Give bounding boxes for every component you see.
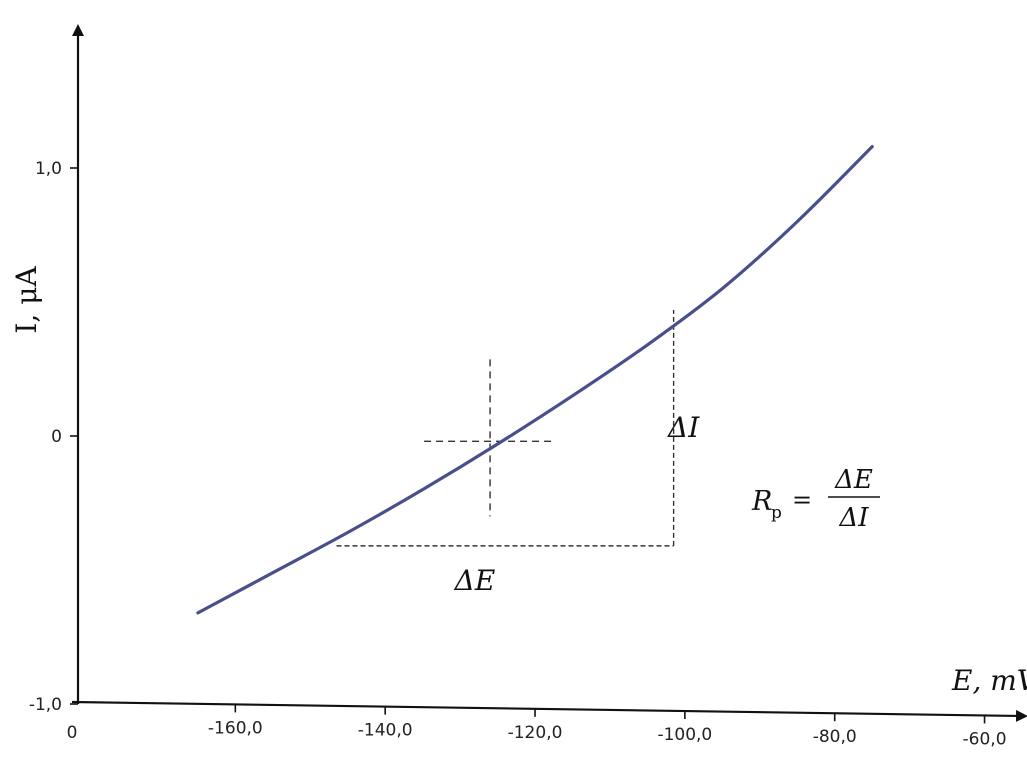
formula-denominator: ΔI — [838, 503, 869, 533]
x-ticks: -160,0 -140,0 -120,0 -100,0 -80,0 -60,0 — [208, 704, 1007, 749]
y-tick-label: -1,0 — [29, 695, 62, 715]
x-tick-label: -60,0 — [963, 729, 1007, 749]
annotations — [336, 310, 675, 547]
x-tick-label: -120,0 — [508, 723, 563, 743]
x-tick-label: -160,0 — [208, 718, 263, 738]
delta-e-label: ΔE — [454, 564, 496, 597]
series-group — [196, 145, 874, 615]
y-axis-title: I, μA — [10, 266, 43, 334]
formula-subscript: p — [771, 503, 782, 523]
x-tick-label: -100,0 — [657, 725, 712, 745]
formula-equals: = — [792, 486, 812, 514]
x-tick-label: -140,0 — [358, 721, 413, 741]
y-ticks: 1,0 0 -1,0 — [29, 159, 78, 715]
x-origin-label: 0 — [67, 723, 78, 743]
x-tick-label: -80,0 — [813, 727, 857, 747]
polarization-curve — [196, 145, 874, 615]
x-axis-title: E, mV — [951, 664, 1027, 697]
delta-i-label: ΔI — [667, 411, 700, 444]
y-tick-label: 0 — [51, 427, 62, 447]
formula-numerator: ΔE — [834, 465, 873, 495]
y-tick-label: 1,0 — [35, 159, 62, 179]
x-axis — [71, 700, 1027, 722]
rp-formula: R p = ΔE ΔI — [751, 465, 880, 533]
formula-lhs: R — [751, 486, 772, 517]
